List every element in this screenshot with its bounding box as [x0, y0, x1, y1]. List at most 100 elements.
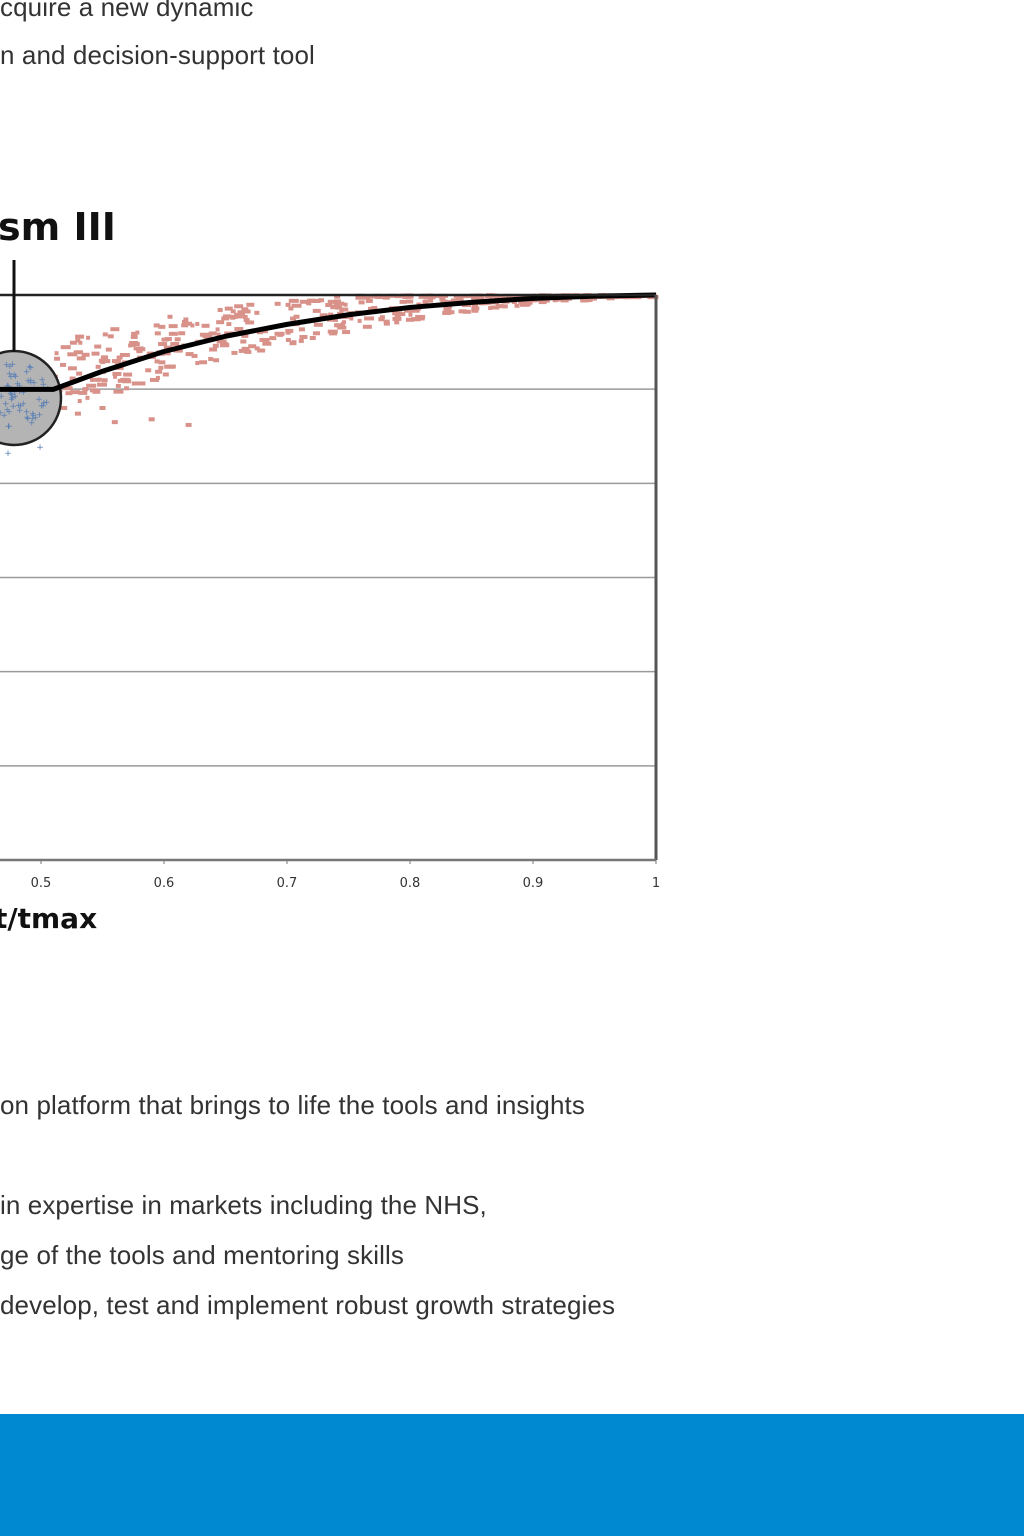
scatter-point [538, 300, 547, 305]
scatter-point [512, 294, 520, 299]
scatter-point [379, 315, 385, 320]
scatter-point [86, 383, 97, 388]
scatter-point [327, 329, 338, 334]
scatter-point [213, 358, 220, 363]
x-tick-labels: 0.5 0.6 0.7 0.8 0.9 1 [31, 860, 660, 891]
scatter-secondary-point: + [0, 408, 4, 418]
scatter-point [313, 322, 323, 327]
scatter-point [76, 371, 83, 376]
scatter-secondary-point: + [2, 399, 10, 409]
scatter-secondary-point: + [0, 411, 8, 421]
scatter-secondary-point: + [28, 419, 36, 429]
scatter-point [95, 364, 101, 369]
scatter-point [394, 313, 401, 318]
scatter-secondary-point: + [27, 376, 35, 386]
scatter-point [415, 314, 426, 319]
scatter-point [224, 306, 233, 311]
scatter-point [332, 317, 338, 322]
scatter-point [293, 314, 300, 319]
scatter-secondary-point: + [24, 415, 32, 425]
scatter-point [148, 417, 155, 422]
scatter-point [89, 377, 100, 382]
scatter-point [183, 317, 189, 322]
scatter-point [259, 337, 270, 342]
scatter-point [291, 303, 302, 308]
scatter-point [413, 317, 421, 322]
scatter-point [78, 390, 88, 395]
scatter-secondary-point: + [26, 362, 34, 372]
scatter-point [560, 298, 569, 303]
scatter-point [113, 389, 124, 394]
scatter-point [74, 411, 81, 416]
scatter-point [248, 344, 257, 349]
scatter-point [86, 335, 91, 340]
scatter-point [158, 365, 164, 370]
scatter-point [185, 321, 193, 326]
scatter-point [221, 316, 230, 321]
scatter-point [404, 308, 415, 313]
scatter-point [212, 343, 219, 348]
article-text-line-6: develop, test and implement robust growt… [0, 1290, 616, 1320]
scatter-point [274, 331, 285, 336]
x-tick-label: 0.8 [400, 876, 421, 891]
scatter-secondary-point: + [16, 387, 24, 397]
scatter-point [100, 356, 108, 361]
scatter-secondary-point: + [29, 411, 37, 421]
scatter-point [299, 299, 308, 304]
scatter-point [91, 351, 100, 356]
scatter-point [115, 383, 121, 388]
scatter-point [312, 308, 321, 313]
scatter-point [120, 377, 131, 382]
scatter-point [153, 323, 160, 328]
fit-line-group [0, 292, 657, 392]
scatter-point [234, 304, 244, 309]
scatter-point [154, 359, 160, 364]
scatter-secondary-point: + [20, 388, 28, 398]
scatter-secondary-point: + [16, 381, 24, 391]
scatter-secondary-point: + [40, 399, 48, 409]
scatter-point [357, 318, 362, 323]
scatter-point [128, 343, 133, 348]
scatter-point [478, 295, 485, 300]
scatter-point [78, 350, 84, 355]
highlight-group: ++++++++++++ ++++++++++++++++++++++++++++… [0, 349, 63, 447]
scatter-point [342, 320, 347, 325]
scatter-point [343, 302, 348, 307]
scatter-point [170, 341, 180, 346]
scatter-point [222, 314, 231, 319]
scatter-point [137, 381, 146, 386]
scatter-secondary-point: + [19, 400, 27, 410]
scatter-point [102, 332, 108, 337]
scatter-point [158, 342, 168, 347]
scatter-secondary-point: + [3, 406, 11, 416]
scatter-point [131, 381, 138, 386]
scatter-point [77, 399, 82, 404]
scatter-point [99, 406, 106, 410]
article-text-line-1: cquire a new dynamic [0, 0, 254, 22]
scatter-point [131, 334, 138, 339]
x-tick-label: 0.7 [277, 876, 298, 891]
x-axis-label: t/tmax [0, 902, 97, 935]
scatter-point [488, 306, 493, 311]
scatter-point [174, 337, 181, 342]
scatter-point [241, 307, 249, 312]
scatter-point [269, 336, 277, 341]
scatter-point [254, 346, 260, 351]
scatter-point [185, 352, 194, 357]
scatter-point [312, 331, 320, 336]
scatter-point [422, 299, 429, 304]
scatter-secondary-point: + [3, 382, 11, 392]
scatter-secondary-point: + [36, 410, 44, 420]
chart-axes [0, 260, 658, 862]
scatter-point [392, 311, 403, 316]
scatter-secondary-point: + [16, 406, 24, 416]
scatter-secondary-point: + [12, 372, 20, 382]
scatter-secondary-point: + [7, 389, 15, 399]
scatter-point [246, 302, 255, 307]
scatter-point [145, 368, 152, 373]
scatter-point [471, 306, 480, 311]
scatter-point [404, 294, 414, 299]
scatter-point [339, 307, 349, 312]
scatter-secondary-point: + [29, 414, 37, 424]
scatter-point [418, 294, 427, 299]
